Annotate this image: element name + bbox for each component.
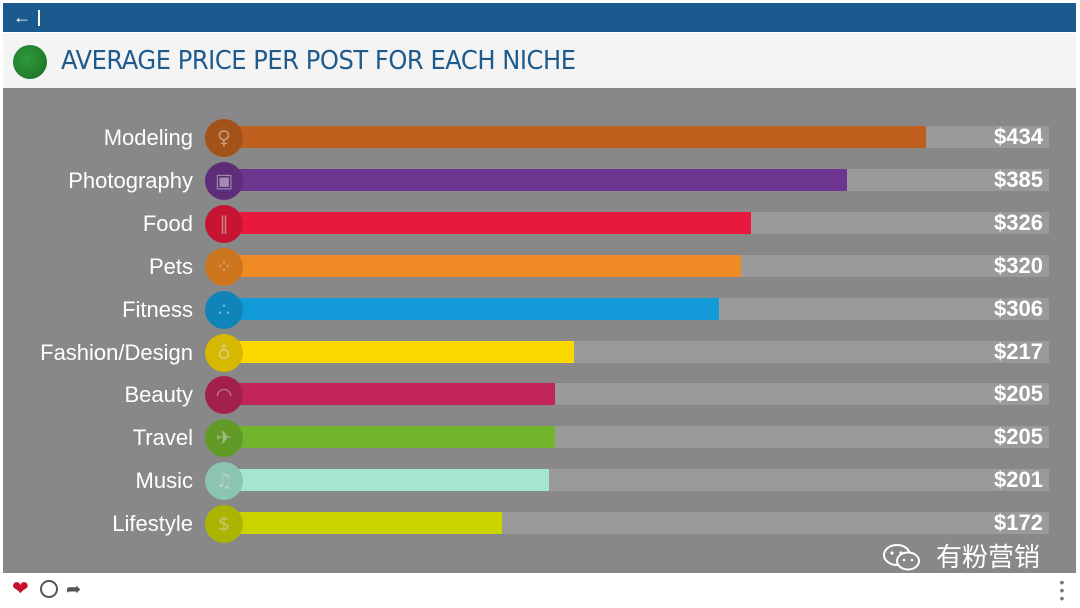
chart-row: Beauty ◠ $205 (3, 375, 1076, 415)
bar (223, 340, 575, 363)
value-label: $306 (994, 295, 1043, 321)
category-badge: ♀ (205, 119, 243, 157)
more-icon[interactable]: • • • (1059, 574, 1065, 606)
bar (223, 383, 556, 406)
value-label: $434 (994, 124, 1043, 149)
money-bag-icon: $ (217, 513, 231, 536)
category-label: Fashion/Design (40, 339, 193, 365)
heart-icon[interactable]: ❤ (12, 578, 29, 600)
category-badge: ∥ (205, 204, 243, 243)
chart-row: Lifestyle $ $172 (3, 504, 1076, 544)
post-footer: ❤ ➦ • • • (3, 573, 1076, 605)
category-label: Fitness (122, 296, 193, 322)
category-badge: ∴ (205, 290, 243, 329)
value-label: $205 (994, 424, 1043, 450)
bar (223, 126, 926, 148)
value-label: $205 (994, 381, 1043, 407)
chart-row: Pets ⁘ $320 (3, 247, 1076, 287)
chart-row: Fashion/Design ♁ $217 (3, 333, 1076, 373)
post-header: AVERAGE PRICE PER POST FOR EACH NICHE (3, 33, 1076, 88)
watermark-text: 有粉营销 (936, 543, 1041, 573)
category-label: Lifestyle (112, 511, 193, 537)
category-label: Music (135, 468, 193, 494)
value-label: $326 (994, 209, 1043, 235)
chart-panel: Modeling ♀ $434 Photography ▣ $385 Food ∥ $326 Pe… (3, 88, 1076, 573)
chart-row: Modeling ♀ $434 (3, 118, 1076, 158)
chart-row: Fitness ∴ $306 (3, 290, 1076, 330)
lips-icon: ◠ (215, 384, 233, 407)
bar (223, 512, 502, 535)
back-arrow-icon[interactable]: ← (13, 7, 31, 27)
bar (223, 297, 719, 320)
chart-row: Travel ✈ $205 (3, 418, 1076, 458)
bar (223, 469, 549, 492)
share-icon[interactable]: ➦ (66, 579, 82, 599)
category-label: Pets (148, 253, 193, 279)
top-bar: ← (3, 3, 1076, 32)
category-badge: ◠ (205, 376, 243, 415)
category-badge: ⁘ (205, 247, 243, 286)
category-label: Photography (68, 167, 193, 193)
value-label: $201 (994, 467, 1043, 493)
paw-icon: ⁘ (216, 255, 232, 278)
bar (223, 211, 751, 234)
category-label: Food (142, 210, 193, 236)
category-label: Beauty (124, 382, 194, 408)
avatar[interactable] (13, 45, 47, 79)
airplane-icon: ✈ (216, 427, 232, 450)
category-label: Modeling (103, 125, 193, 150)
category-badge: $ (205, 505, 243, 544)
value-label: $172 (994, 510, 1043, 536)
chart-title: AVERAGE PRICE PER POST FOR EACH NICHE (61, 46, 576, 76)
chart-row: Food ∥ $326 (3, 204, 1076, 244)
bar (223, 254, 742, 277)
wechat-logo-icon (883, 544, 920, 571)
chart-row: Photography ▣ $385 (3, 161, 1076, 201)
music-note-icon: ♫ (215, 470, 233, 493)
category-badge: ▣ (205, 161, 243, 200)
category-badge: ♫ (205, 462, 243, 501)
divider (38, 10, 40, 26)
bar (223, 426, 556, 449)
value-label: $217 (994, 338, 1043, 364)
comment-icon[interactable] (40, 580, 58, 598)
value-label: $320 (994, 252, 1043, 278)
category-badge: ✈ (205, 419, 243, 458)
chart-row: Music ♫ $201 (3, 461, 1076, 501)
value-label: $385 (994, 166, 1043, 192)
model-icon: ♀ (217, 127, 231, 149)
bicycle-icon: ∴ (217, 298, 231, 321)
category-badge: ♁ (205, 333, 243, 372)
camera-icon: ▣ (215, 169, 233, 192)
bar (223, 168, 847, 191)
dress-icon: ♁ (217, 341, 231, 364)
category-label: Travel (132, 425, 193, 451)
utensils-icon: ∥ (219, 212, 229, 235)
